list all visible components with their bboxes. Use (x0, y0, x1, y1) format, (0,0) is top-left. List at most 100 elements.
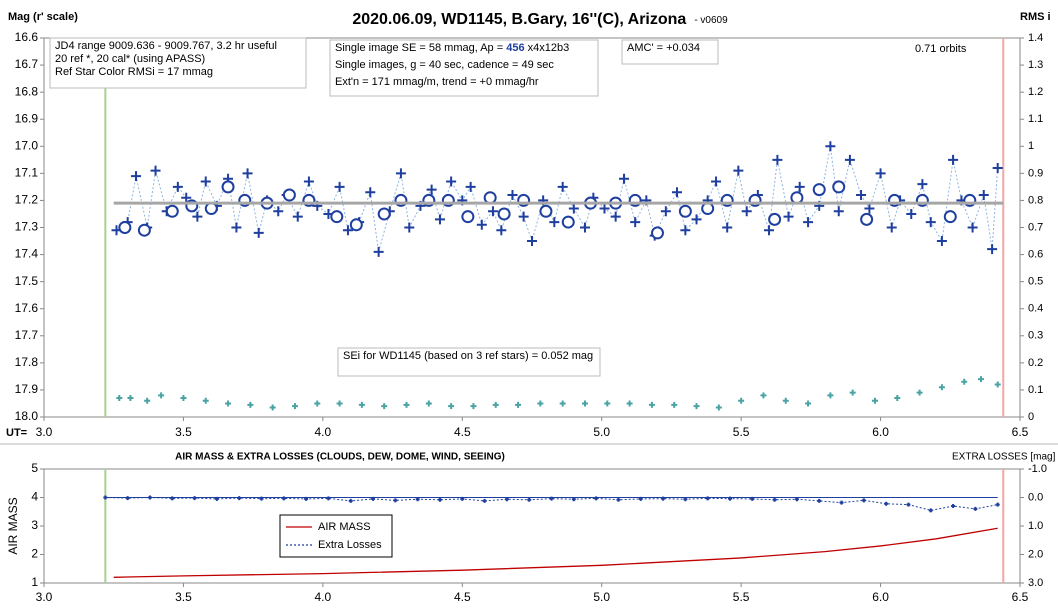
data-point (303, 176, 314, 187)
data-point (527, 236, 537, 247)
x-tick-label: 3.5 (175, 425, 192, 439)
average-point (349, 218, 363, 232)
average-point (650, 226, 664, 240)
y-tick-label: 17.1 (15, 166, 39, 180)
y2-tick-label: 0.8 (1028, 194, 1043, 206)
y-tick-label: 17.2 (15, 193, 39, 207)
data-point (871, 397, 878, 404)
data-point (492, 401, 499, 408)
version: - v0609 (694, 15, 728, 26)
data-point (247, 401, 254, 408)
y-axis-label: Mag (r' scale) (8, 11, 78, 23)
annotation-part: AMC' = +0.034 (627, 42, 700, 54)
data-point (825, 141, 836, 152)
data-point (125, 496, 130, 501)
average-point (678, 204, 692, 218)
data-point (334, 181, 345, 192)
y-tick-label: 17.0 (15, 138, 39, 152)
data-point (336, 400, 343, 407)
series-line (113, 527, 998, 578)
data-point (237, 496, 242, 501)
annotation-part: 0.71 orbits (915, 43, 967, 55)
data-point (259, 496, 264, 501)
annotation-part: Single image SE = 58 mmag, Ap = (335, 42, 506, 54)
y2-tick-label: 0.4 (1028, 303, 1043, 315)
data-point (894, 395, 901, 402)
x-tick-label: 5.5 (733, 425, 750, 439)
average-point (377, 207, 391, 221)
annotation-text: AMC' = +0.034 (627, 42, 700, 54)
data-point (116, 395, 123, 402)
data-point (992, 162, 1003, 173)
data-point (291, 403, 298, 410)
data-point (844, 154, 855, 165)
data-point (214, 496, 219, 501)
y2-axis-label: RMS i (1020, 11, 1051, 23)
average-point (204, 202, 218, 216)
data-point (225, 400, 232, 407)
y2-tick-label: 0.3 (1028, 330, 1043, 342)
annotation-box (337, 347, 601, 377)
x-tick-label: 6.5 (1012, 590, 1029, 604)
data-point (661, 496, 666, 501)
average-point (768, 212, 782, 226)
data-point (192, 211, 203, 222)
y-tick-label: 18.0 (15, 409, 39, 423)
annotation-text: JD4 range 9009.636 - 9009.767, 3.2 hr us… (55, 40, 277, 52)
y2-tick-label: 0 (1028, 411, 1034, 423)
data-point (403, 401, 410, 408)
average-point (330, 210, 344, 224)
data-point (181, 192, 192, 203)
data-point (772, 154, 783, 165)
data-point (760, 392, 767, 399)
data-point (750, 496, 755, 501)
data-point (581, 400, 588, 407)
data-point (794, 497, 799, 502)
data-point (518, 211, 529, 222)
data-point (648, 401, 655, 408)
chart-title: 2020.06.09, WD1145, B.Gary, 16''(C), Ari… (352, 11, 728, 28)
data-point (764, 225, 775, 236)
x-tick-label: 4.5 (454, 590, 471, 604)
data-point (437, 497, 442, 502)
data-point (849, 389, 856, 396)
y-tick-label: 16.6 (15, 30, 39, 44)
y-tick-label: 17.4 (15, 247, 39, 261)
data-point (638, 496, 643, 501)
y-tick-label: 3 (31, 518, 38, 532)
x-tick-label: 3.0 (36, 425, 53, 439)
average-point (165, 204, 179, 218)
data-point (803, 217, 814, 228)
data-point (180, 395, 187, 402)
data-point (158, 392, 165, 399)
data-point (150, 165, 161, 176)
data-point (103, 495, 108, 500)
x-tick-label: 3.0 (36, 590, 53, 604)
data-point (292, 211, 303, 222)
series-line (105, 496, 998, 511)
y-tick-label: 17.3 (15, 220, 39, 234)
data-point (242, 168, 253, 179)
data-point (715, 404, 722, 411)
data-point (131, 171, 142, 182)
data-point (200, 176, 211, 187)
data-point (994, 381, 1001, 388)
data-point (446, 176, 457, 187)
y2-tick-label: 3.0 (1028, 577, 1043, 589)
data-point (925, 217, 936, 228)
x-tick-label: 3.5 (175, 590, 192, 604)
legend-label: AIR MASS (318, 521, 371, 533)
annotation-text: SEi for WD1145 (based on 3 ref stars) = … (343, 350, 593, 362)
data-point (393, 498, 398, 503)
data-point (144, 397, 151, 404)
data-point (619, 173, 630, 184)
data-point (977, 376, 984, 383)
subchart-title: AIR MASS & EXTRA LOSSES (CLOUDS, DEW, DO… (175, 452, 505, 463)
data-point (782, 397, 789, 404)
data-point (733, 165, 744, 176)
data-point (460, 496, 465, 501)
annotation-text: 0.71 orbits (915, 43, 967, 55)
data-point (691, 214, 702, 225)
data-point (549, 217, 560, 228)
